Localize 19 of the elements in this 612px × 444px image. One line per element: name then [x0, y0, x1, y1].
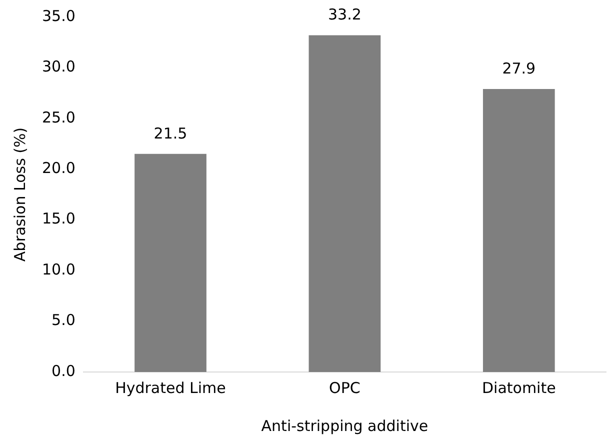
y-tick-label: 15.0 — [42, 210, 76, 228]
x-tick-label: Diatomite — [482, 378, 556, 397]
x-tick-label: OPC — [329, 378, 360, 397]
y-tick-label: 10.0 — [42, 260, 76, 278]
y-axis-title: Abrasion Loss (%) — [10, 127, 29, 262]
y-tick-label: 35.0 — [42, 6, 76, 25]
data-label: 33.2 — [328, 6, 362, 24]
x-tick-label: Hydrated Lime — [115, 378, 226, 397]
data-label: 27.9 — [502, 59, 536, 78]
y-tick-label: 5.0 — [52, 311, 76, 330]
y-tick-label: 25.0 — [42, 108, 76, 126]
bar — [482, 89, 555, 372]
bar — [134, 154, 206, 372]
x-axis-title: Anti-stripping additive — [261, 416, 428, 435]
y-tick-label: 20.0 — [42, 159, 76, 178]
data-label: 21.5 — [154, 124, 188, 142]
y-tick-label: 0.0 — [52, 362, 76, 380]
y-tick-label: 30.0 — [42, 58, 76, 76]
bar — [308, 35, 381, 372]
